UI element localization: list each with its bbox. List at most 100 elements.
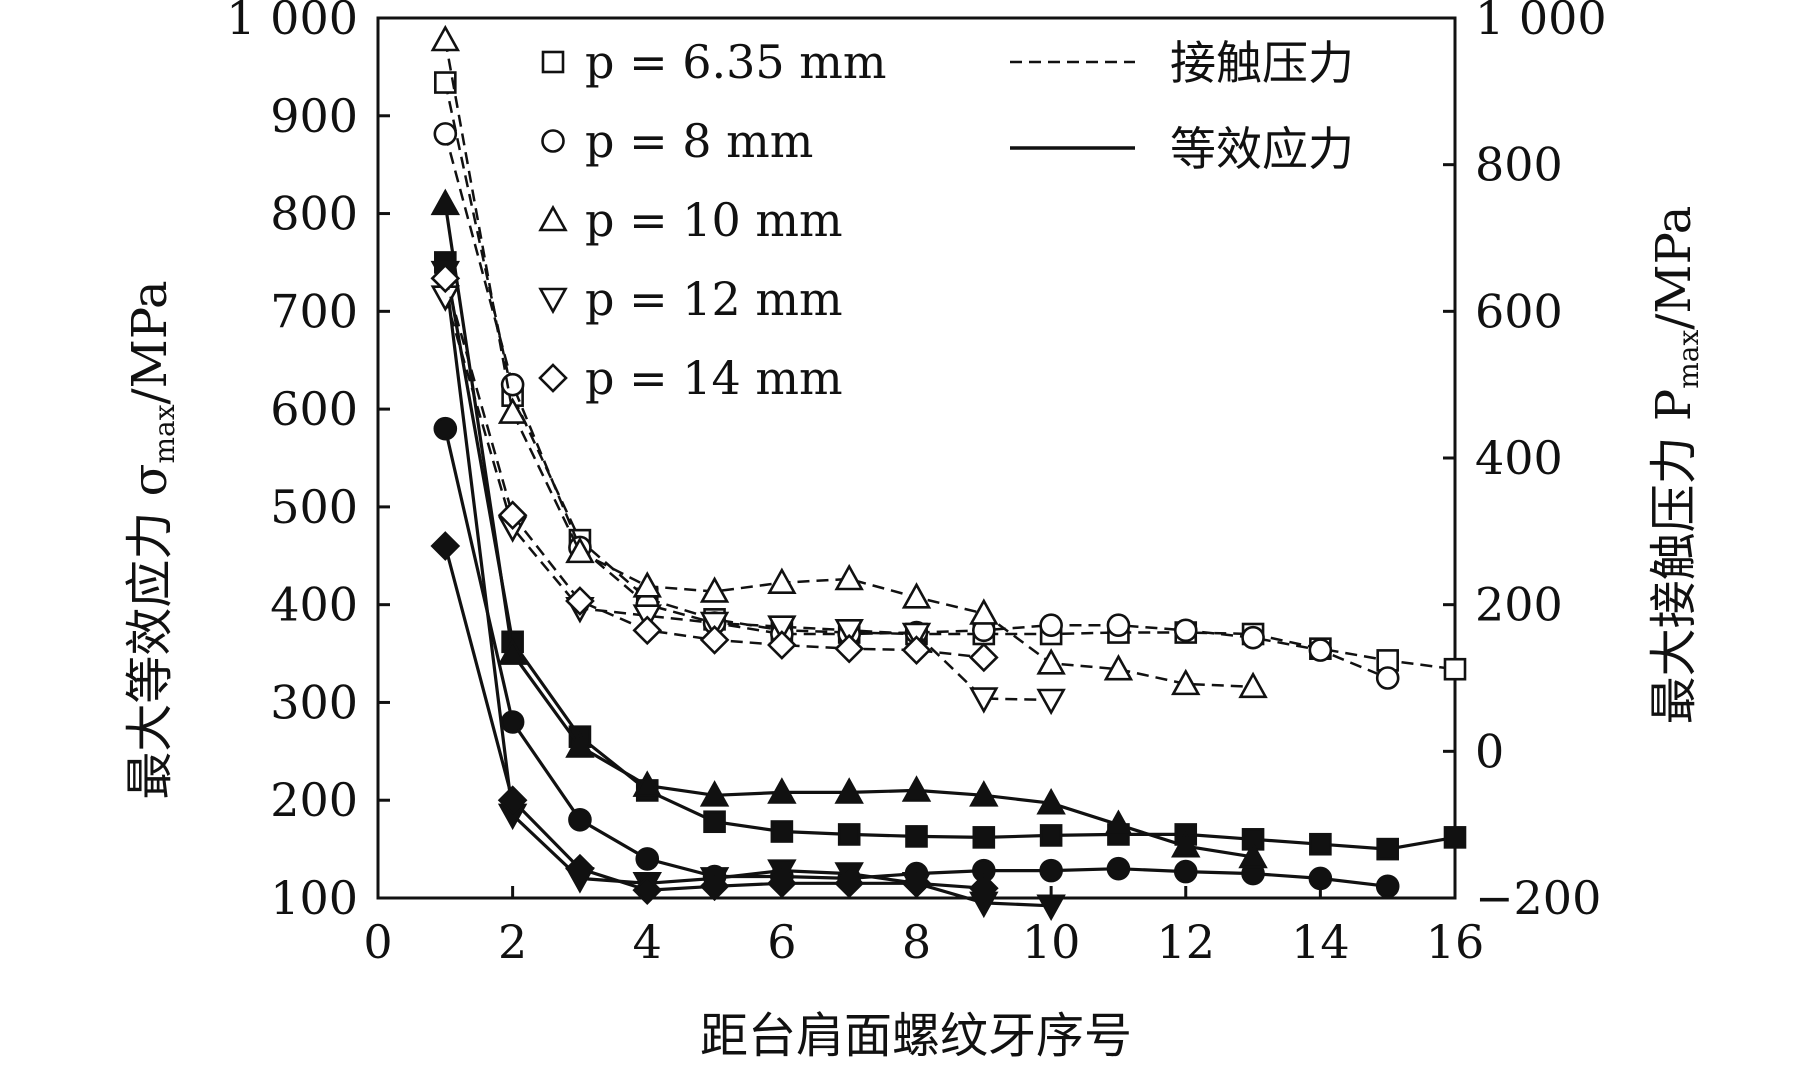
stress-point: [1308, 866, 1333, 891]
pressure-point: [430, 24, 461, 52]
x-tick-label: 0: [363, 915, 392, 969]
pressure-point: [1036, 688, 1066, 716]
pressure-point: [1103, 654, 1134, 681]
svg-text:最大接触压力 Pmax/MPa: 最大接触压力 Pmax/MPa: [1646, 206, 1705, 725]
stress-point: [1039, 824, 1063, 847]
stress-point: [699, 871, 730, 902]
stress-point: [834, 868, 865, 899]
pressure-point: [497, 500, 528, 531]
pressure-point: [1171, 668, 1201, 696]
x-tick-label: 10: [1022, 915, 1081, 969]
pressure-point: [1241, 625, 1265, 650]
stress-point: [632, 770, 662, 797]
x-tick-label: 14: [1291, 915, 1350, 969]
stress-point: [568, 807, 592, 832]
y-right-tick-label: 400: [1475, 431, 1563, 485]
pressure-point: [433, 122, 458, 146]
stress-point: [635, 847, 660, 871]
legend-marker: [538, 363, 568, 393]
legend-label: p = 6.35 mm: [585, 35, 887, 89]
stress-point: [901, 775, 932, 802]
stress-line: [443, 272, 1052, 908]
stress-point: [1039, 858, 1063, 883]
pressure-point: [565, 536, 595, 564]
y-left-title-unit: /MPa: [122, 280, 178, 404]
x-tick-label: 12: [1156, 915, 1215, 969]
legend-label: p = 12 mm: [585, 272, 843, 326]
pressure-point: [968, 642, 999, 673]
stress-point: [1376, 837, 1399, 861]
y-right-tick-label: 0: [1475, 724, 1504, 778]
pressure-point: [969, 598, 999, 625]
y-left-tick-label: 700: [270, 284, 358, 338]
y-right-tick-label: 1 000: [1475, 0, 1607, 45]
y-right-tick-label: 200: [1475, 578, 1563, 632]
x-tick-label: 4: [633, 915, 662, 969]
legend-label: p = 8 mm: [585, 114, 813, 168]
pressure-point: [901, 635, 932, 665]
stress-line: [443, 203, 1254, 859]
pressure-point: [699, 611, 730, 639]
stress-point: [969, 780, 999, 807]
pressure-point: [767, 630, 797, 660]
y-axis-right-title: 最大接触压力 Pmax/MPa: [1646, 206, 1705, 725]
series-group: [430, 263, 999, 906]
stress-point: [837, 823, 861, 846]
series-group: [430, 260, 1066, 921]
stress-point: [497, 785, 528, 816]
stress-point: [1375, 874, 1400, 899]
stress-point: [703, 810, 726, 834]
y-right-tick-label: −200: [1475, 871, 1601, 925]
pressure-point: [901, 582, 932, 609]
y-right-title-sub: max: [1672, 330, 1705, 389]
stress-point: [767, 868, 797, 899]
x-axis: 0 2 4 6 8 10 12 14 16: [363, 886, 1484, 969]
stress-point: [1309, 832, 1332, 856]
pressure-point: [1106, 613, 1131, 638]
pressure-point: [565, 586, 595, 616]
stress-point: [767, 777, 797, 804]
stress-point: [1103, 809, 1134, 836]
stress-point: [500, 710, 525, 734]
y-axis-left: 100 200 300 400 500 600 700 800 900 1 000: [226, 0, 390, 925]
stress-point: [1036, 787, 1066, 815]
pressure-line: [444, 296, 1052, 702]
pressure-point: [1036, 648, 1066, 675]
y-right-title-main: 最大接触压力 P: [1646, 389, 1702, 725]
stress-point: [699, 780, 730, 807]
stress-point: [1443, 826, 1467, 849]
pressure-point: [1375, 666, 1400, 690]
x-tick-label: 8: [902, 915, 931, 969]
y-left-tick-label: 800: [270, 187, 358, 241]
legend-style-label: 接触压力: [1170, 36, 1354, 90]
pressure-point: [434, 71, 457, 94]
y-axis-left-title: 最大等效应力 σmax/MPa: [122, 280, 181, 799]
stress-point: [968, 873, 999, 904]
pressure-point: [834, 619, 864, 646]
x-axis-title: 距台肩面螺纹牙序号: [700, 1008, 1132, 1064]
stress-point: [834, 777, 864, 804]
y-left-tick-label: 400: [270, 578, 358, 632]
stress-point: [565, 731, 595, 758]
pressure-point: [901, 622, 932, 650]
legend-style-label: 等效应力: [1170, 122, 1354, 176]
legend-marker: [541, 129, 565, 153]
stress-point: [901, 868, 932, 899]
pressure-point: [1443, 657, 1467, 681]
stress-point: [433, 416, 458, 441]
pressure-point: [767, 615, 797, 642]
x-tick-label: 6: [767, 915, 796, 969]
y-left-tick-label: 600: [270, 382, 358, 436]
stress-point: [430, 531, 461, 561]
legend: p = 6.35 mm p = 8 mm p = 10 mm p = 12 mm p =…: [538, 35, 1354, 405]
pressure-point: [1308, 638, 1333, 662]
stress-line: [443, 262, 1456, 851]
stress-point: [430, 188, 461, 216]
pressure-point: [834, 563, 864, 591]
stress-point: [905, 825, 928, 848]
stress-point: [1173, 859, 1198, 884]
stress-point: [1238, 841, 1268, 869]
y-axis-right: −200 0 200 400 600 800 1 000: [1443, 0, 1607, 925]
y-left-tick-label: 300: [270, 675, 358, 729]
